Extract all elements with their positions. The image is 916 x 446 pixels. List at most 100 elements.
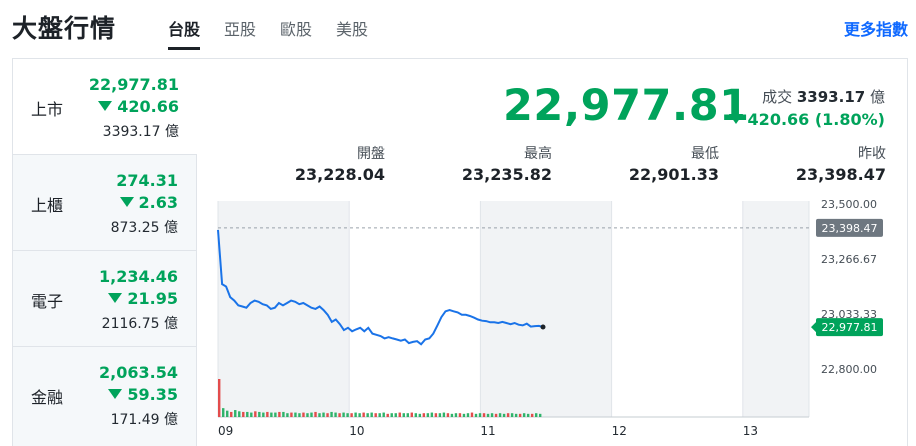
volume-bar (494, 413, 498, 417)
volume-bar (234, 410, 237, 417)
volume-bar (254, 411, 257, 417)
volume-bar (522, 413, 526, 417)
market-item-finance[interactable]: 金融 2,063.54 59.35 171.49 億 (13, 347, 197, 446)
market-volume: 3393.17 億 (102, 124, 179, 140)
volume-bar (290, 412, 293, 417)
volume-bar (486, 413, 490, 417)
volume-bar (418, 413, 422, 417)
volume-bar (438, 413, 442, 417)
volume-bar (318, 413, 321, 417)
volume-bar (286, 413, 289, 417)
market-name: 金融 (31, 388, 64, 407)
tab-tw[interactable]: 台股 (168, 16, 201, 50)
volume-bar (406, 413, 409, 417)
volume-bar (430, 412, 434, 417)
stat-high: 最高 23,235.82 (461, 146, 552, 184)
market-item-electronics[interactable]: 電子 1,234.46 21.95 2116.75 億 (13, 251, 197, 347)
page-title: 大盤行情 (12, 14, 117, 43)
volume-bar (258, 411, 261, 417)
volume-bar (470, 412, 474, 417)
hour-band (742, 201, 809, 417)
tab-asia[interactable]: 亞股 (224, 20, 257, 39)
volume-bar (422, 413, 426, 417)
y-tick-label: 23,266.67 (821, 253, 877, 266)
market-volume: 873.25 億 (110, 220, 178, 236)
volume-bar (346, 413, 349, 417)
volume-bar (538, 413, 542, 417)
market-change: 59.35 (108, 385, 178, 404)
volume-bar (510, 413, 514, 417)
x-tick-label: 10 (349, 424, 364, 438)
volume-bar (526, 413, 530, 417)
market-change: 2.63 (119, 193, 178, 212)
x-tick-label: 11 (480, 424, 495, 438)
volume-bar (326, 413, 329, 417)
market-item-otc[interactable]: 上櫃 274.31 2.63 873.25 億 (13, 155, 197, 251)
intraday-chart: 23,500.00 23,266.67 23,033.33 22,800.00 09 10… (217, 198, 883, 438)
market-name: 電子 (31, 292, 64, 311)
volume-bar (478, 413, 482, 417)
volume-bar (518, 413, 522, 417)
volume-bar (330, 411, 333, 417)
stat-prev-close: 昨收 23,398.47 (795, 146, 886, 184)
volume-bar (530, 413, 534, 417)
volume-bar (230, 411, 233, 417)
volume-bar (454, 413, 458, 417)
volume-bar (442, 412, 446, 417)
market-change: 420.66 (98, 97, 179, 116)
down-triangle-icon (728, 114, 743, 124)
more-indices-link[interactable]: 更多指數 (843, 20, 908, 39)
volume-bar (314, 411, 317, 417)
y-tick-label: 23,033.33 (821, 308, 877, 321)
volume-bar (378, 413, 381, 417)
market-name: 上櫃 (31, 196, 64, 215)
down-triangle-icon (119, 197, 134, 207)
volume-bar (362, 412, 365, 417)
volume-bar (434, 413, 438, 417)
volume-bar (246, 411, 249, 417)
volume-bar (274, 412, 277, 417)
market-change: 21.95 (108, 289, 178, 308)
volume-bar (462, 413, 466, 417)
volume-bar (446, 413, 450, 417)
volume-bar (394, 413, 397, 417)
volume-bar (374, 413, 377, 417)
volume-bar (398, 412, 401, 417)
tab-europe[interactable]: 歐股 (280, 20, 313, 39)
volume-bar (270, 412, 273, 417)
volume-bar (506, 413, 510, 417)
volume-bar (306, 413, 309, 417)
volume-bar (466, 413, 470, 417)
market-tabs: 台股 亞股 歐股 美股 (168, 16, 392, 50)
down-triangle-icon (108, 293, 123, 303)
volume-bar (514, 413, 518, 417)
volume-bar (498, 413, 502, 417)
volume-bar (302, 412, 305, 417)
volume-bar (534, 413, 538, 417)
volume-bar (226, 410, 229, 417)
last-point (540, 324, 546, 330)
volume-bar (338, 413, 341, 417)
market-volume: 2116.75 億 (101, 316, 178, 332)
volume-bar (350, 413, 353, 417)
volume-bar (482, 413, 486, 417)
last-price-label: 22,977.81 (822, 321, 878, 334)
market-item-listed[interactable]: 上市 22,977.81 420.66 3393.17 億 (13, 59, 197, 155)
hour-band (480, 201, 612, 417)
volume-bar (410, 412, 414, 417)
down-triangle-icon (98, 101, 113, 111)
market-list: 上市 22,977.81 420.66 3393.17 億 上櫃 274.31 … (13, 59, 197, 446)
last-price-badge (816, 318, 883, 337)
volume-bar (242, 411, 245, 417)
market-value: 1,234.46 (99, 267, 178, 286)
trade-volume: 成交 3393.17 億 (762, 88, 885, 106)
volume-bar (402, 413, 405, 417)
volume-bar (310, 412, 313, 417)
volume-bar (334, 412, 337, 417)
market-value: 22,977.81 (88, 75, 179, 94)
tab-us[interactable]: 美股 (336, 20, 369, 39)
prev-close-label: 23,398.47 (822, 222, 878, 235)
volume-bar (382, 412, 385, 417)
volume-bar (354, 412, 357, 417)
x-tick-label: 09 (218, 424, 233, 438)
